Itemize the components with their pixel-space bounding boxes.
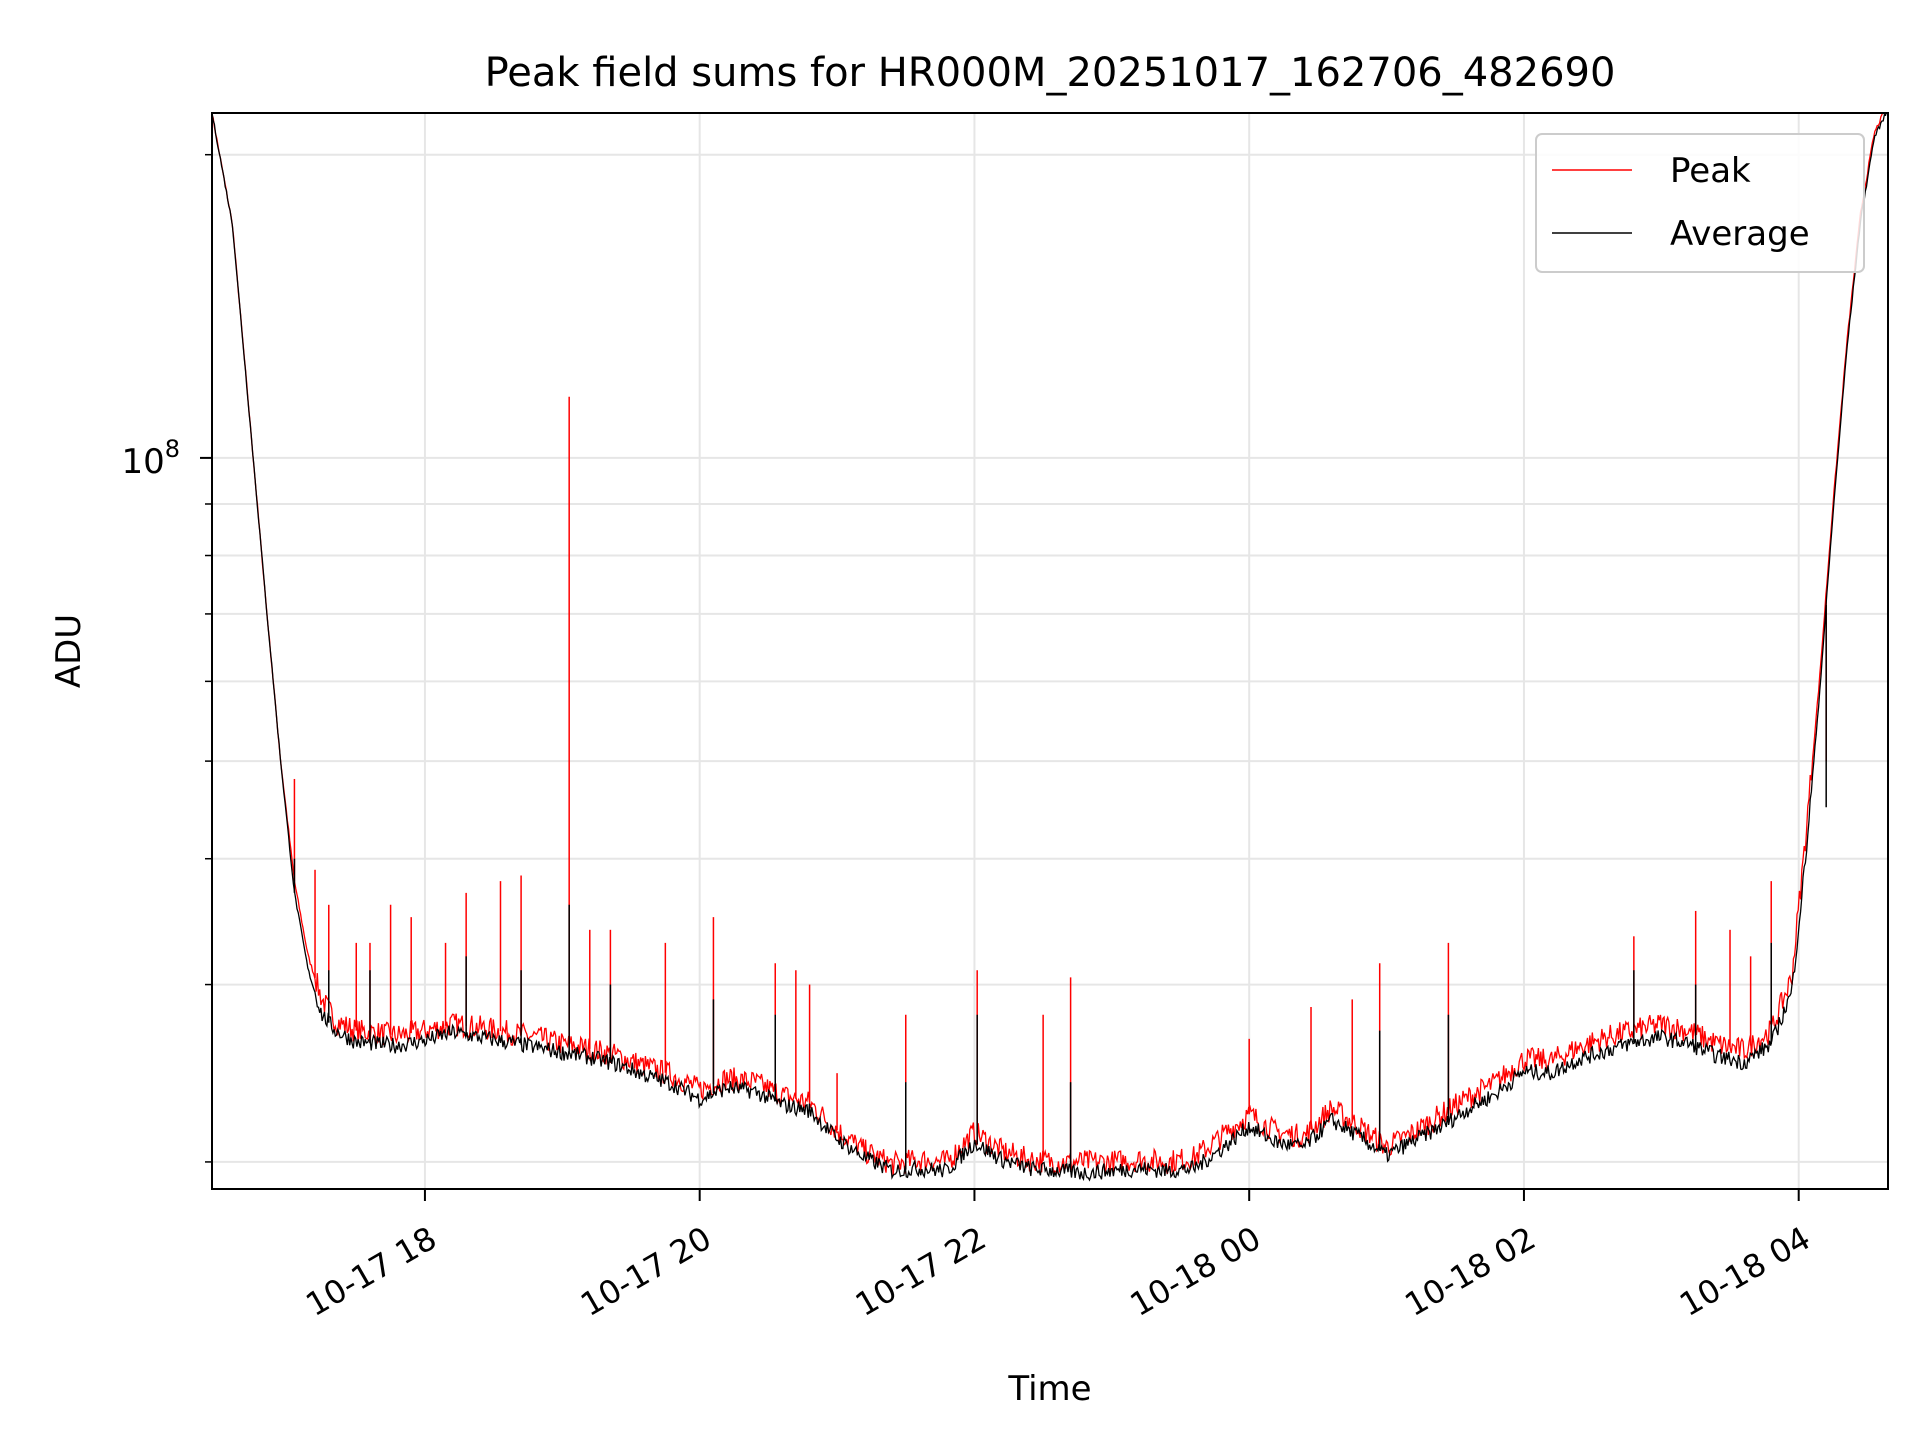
legend-box <box>1535 133 1865 273</box>
y-axis-label: ADU <box>49 614 89 688</box>
legend: Peak Average <box>1535 133 1865 273</box>
series-layer <box>212 113 1887 1182</box>
y-tick-exponent: 8 <box>165 435 180 463</box>
x-axis-label: Time <box>1007 1369 1091 1409</box>
legend-label-peak: Peak <box>1670 151 1751 191</box>
legend-label-average: Average <box>1670 214 1810 254</box>
plot-frame <box>211 112 1889 1190</box>
y-tick-label-1e8: 108 <box>121 435 180 482</box>
series-line-average <box>212 113 1887 1182</box>
series-line-peak <box>212 113 1884 1177</box>
grid <box>212 113 1888 1189</box>
y-tick-base: 10 <box>121 442 164 482</box>
series-average <box>212 113 1887 1182</box>
chart-title: Peak field sums for HR000M_20251017_1627… <box>485 50 1616 96</box>
